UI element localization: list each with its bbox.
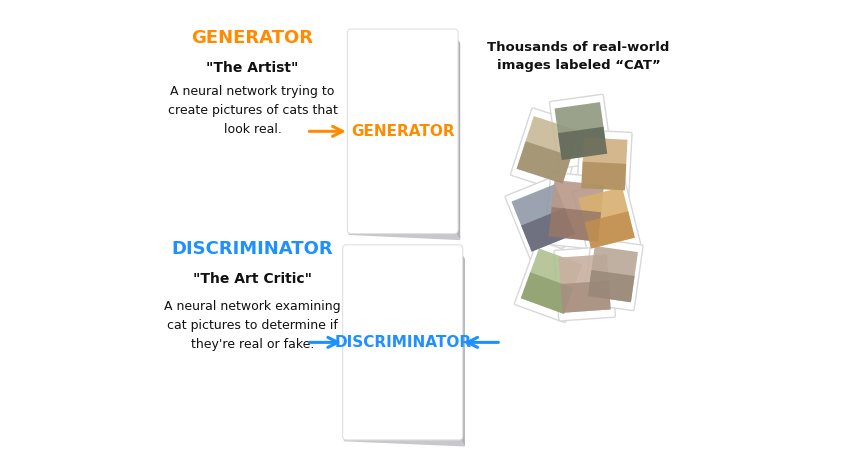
FancyBboxPatch shape (521, 272, 573, 314)
Text: DISCRIMINATOR: DISCRIMINATOR (171, 240, 333, 257)
Polygon shape (454, 33, 460, 240)
FancyBboxPatch shape (581, 137, 627, 190)
FancyBboxPatch shape (559, 254, 611, 313)
FancyBboxPatch shape (347, 29, 458, 234)
FancyBboxPatch shape (577, 130, 632, 198)
FancyBboxPatch shape (554, 102, 608, 160)
Text: A neural network examining
cat pictures to determine if
they're real or fake.: A neural network examining cat pictures … (165, 301, 341, 351)
FancyBboxPatch shape (543, 172, 608, 250)
Text: "The Artist": "The Artist" (207, 61, 299, 75)
Text: Thousands of real-world
images labeled “CAT”: Thousands of real-world images labeled “… (488, 41, 670, 72)
FancyBboxPatch shape (521, 208, 575, 252)
FancyBboxPatch shape (584, 211, 635, 249)
Text: GENERATOR: GENERATOR (192, 29, 314, 46)
Polygon shape (349, 230, 460, 240)
Text: DISCRIMINATOR: DISCRIMINATOR (334, 335, 471, 350)
FancyBboxPatch shape (512, 184, 575, 252)
FancyBboxPatch shape (549, 94, 613, 168)
FancyBboxPatch shape (517, 141, 572, 184)
FancyBboxPatch shape (581, 162, 626, 190)
FancyBboxPatch shape (511, 108, 585, 192)
FancyBboxPatch shape (588, 270, 635, 302)
FancyBboxPatch shape (554, 247, 615, 321)
FancyBboxPatch shape (548, 180, 604, 242)
FancyBboxPatch shape (560, 280, 611, 313)
FancyBboxPatch shape (572, 179, 640, 257)
FancyBboxPatch shape (343, 245, 463, 440)
Text: A neural network trying to
create pictures of cats that
look real.: A neural network trying to create pictur… (168, 85, 338, 136)
Polygon shape (459, 249, 464, 446)
Polygon shape (344, 249, 346, 441)
FancyBboxPatch shape (558, 127, 608, 160)
Text: GENERATOR: GENERATOR (351, 124, 454, 139)
FancyBboxPatch shape (578, 187, 635, 249)
FancyBboxPatch shape (588, 246, 638, 302)
Polygon shape (349, 33, 351, 235)
FancyBboxPatch shape (517, 116, 579, 184)
FancyBboxPatch shape (521, 249, 582, 314)
FancyBboxPatch shape (548, 207, 601, 242)
FancyBboxPatch shape (583, 238, 643, 310)
Text: "The Art Critic": "The Art Critic" (193, 272, 312, 286)
FancyBboxPatch shape (505, 176, 582, 260)
FancyBboxPatch shape (514, 240, 588, 323)
Polygon shape (344, 436, 464, 446)
